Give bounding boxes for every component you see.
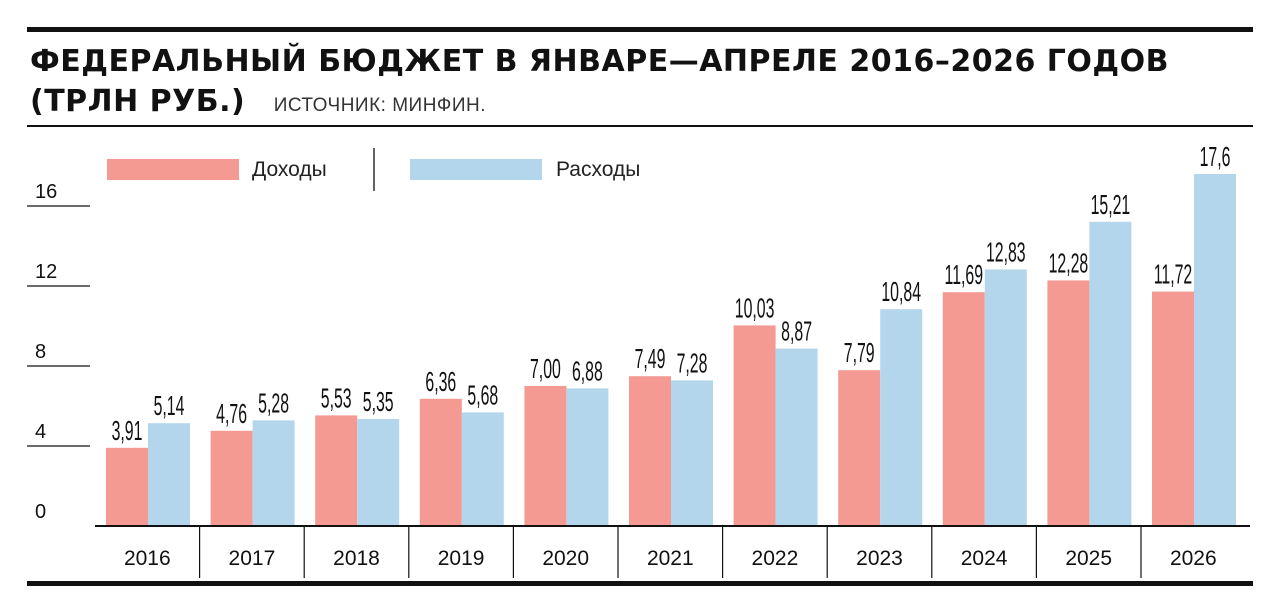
y-tick-label: 8 — [35, 341, 46, 363]
category-label: 2020 — [542, 547, 589, 570]
subtitle-row: (ТРЛН РУБ.) ИСТОЧНИК: МИНФИН. — [30, 84, 486, 119]
category-label: 2018 — [333, 547, 380, 570]
expense-bar — [671, 380, 713, 526]
y-tick-label: 4 — [35, 421, 46, 443]
income-value-label: 11,72 — [1154, 259, 1192, 290]
header-rule — [27, 125, 1253, 127]
expense-value-label: 5,68 — [467, 380, 498, 411]
income-value-label: 7,00 — [530, 353, 561, 384]
income-value-label: 5,53 — [321, 383, 352, 414]
category-label: 2026 — [1170, 547, 1217, 570]
expense-value-label: 10,84 — [881, 277, 921, 308]
expense-bar — [1089, 221, 1132, 527]
category-label: 2022 — [752, 547, 799, 570]
expense-value-label: 5,14 — [154, 391, 185, 422]
source-label: ИСТОЧНИК: МИНФИН. — [273, 95, 487, 116]
top-rule — [27, 27, 1253, 32]
expense-value-label: 15,21 — [1091, 189, 1131, 220]
income-value-label: 7,49 — [635, 344, 666, 375]
income-bar — [106, 447, 148, 526]
income-bar — [942, 292, 985, 526]
income-value-label: 7,79 — [844, 338, 875, 369]
expense-value-label: 6,88 — [572, 356, 603, 387]
expense-value-label: 17,6 — [1200, 141, 1231, 172]
expense-bar — [984, 269, 1027, 526]
income-value-label: 12,28 — [1049, 248, 1089, 279]
legend-swatch-expense — [410, 159, 542, 180]
category-label: 2016 — [124, 547, 171, 570]
legend-label-income: Доходы — [252, 158, 327, 181]
category-label: 2023 — [856, 547, 903, 570]
unit-label: (ТРЛН РУБ.) — [30, 84, 246, 119]
expense-bar — [357, 419, 400, 526]
expense-value-label: 5,28 — [258, 388, 289, 419]
y-tick-label: 12 — [35, 261, 57, 283]
income-bar — [210, 430, 253, 526]
income-value-label: 6,36 — [425, 366, 456, 397]
expense-value-label: 12,83 — [986, 237, 1026, 268]
income-bar — [629, 376, 671, 526]
expense-bar — [148, 423, 190, 526]
income-bar — [524, 386, 567, 526]
expense-value-label: 8,87 — [781, 316, 812, 347]
income-value-label: 4,76 — [216, 398, 247, 429]
legend-label-expense: Расходы — [556, 158, 640, 181]
income-bar — [419, 398, 462, 526]
expense-value-label: 7,28 — [677, 348, 708, 379]
expense-bar — [775, 348, 818, 526]
income-bar — [1047, 280, 1090, 526]
category-label: 2019 — [438, 547, 485, 570]
chart-title: ФЕДЕРАЛЬНЫЙ БЮДЖЕТ В ЯНВАРЕ—АПРЕЛЕ 2016–… — [30, 44, 1169, 79]
expense-bar — [461, 412, 504, 526]
expense-bar — [880, 309, 923, 526]
income-bar — [315, 415, 358, 526]
bottom-rule — [27, 581, 1253, 586]
income-bar — [1152, 291, 1194, 526]
income-value-label: 11,69 — [945, 260, 983, 291]
category-label: 2017 — [229, 547, 276, 570]
category-label: 2025 — [1065, 547, 1112, 570]
legend-swatch-income — [107, 159, 239, 180]
income-bar — [733, 325, 776, 526]
category-label: 2024 — [961, 547, 1008, 570]
expense-value-label: 5,35 — [363, 386, 394, 417]
expense-bar — [566, 388, 609, 526]
expense-bar — [252, 420, 295, 526]
income-value-label: 10,03 — [735, 293, 775, 324]
income-value-label: 3,91 — [112, 415, 143, 446]
category-label: 2021 — [647, 547, 694, 570]
income-bar — [838, 370, 881, 526]
y-tick-label: 16 — [35, 181, 57, 203]
expense-bar — [1194, 174, 1236, 526]
y-tick-label: 0 — [35, 501, 46, 523]
